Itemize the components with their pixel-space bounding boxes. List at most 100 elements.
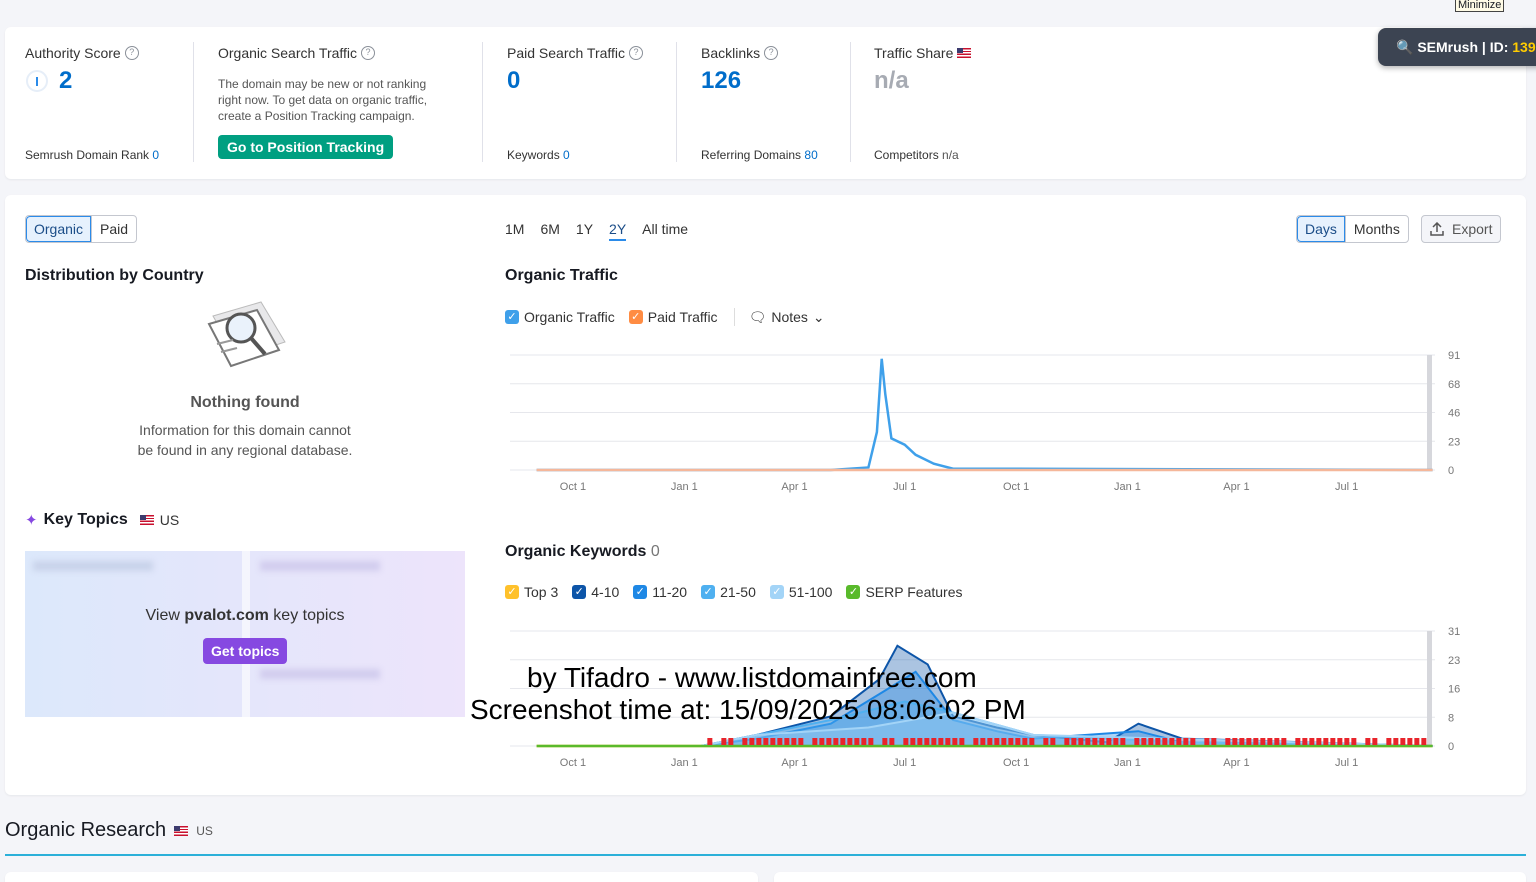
days-toggle[interactable]: Days: [1297, 216, 1345, 242]
serp-marker: [1407, 738, 1413, 745]
paid-traffic-value[interactable]: 0: [507, 67, 521, 94]
serp-marker: [938, 738, 944, 745]
x-tick-label: Jul 1: [1335, 481, 1358, 493]
note-icon: 🗨: [748, 308, 767, 325]
serp-marker: [1043, 738, 1049, 745]
range-all-time[interactable]: All time: [642, 221, 689, 237]
legend-11-20[interactable]: ✓ 11-20: [633, 584, 687, 600]
y-tick-label: 23: [1448, 436, 1460, 448]
semrush-badge[interactable]: 🔍 SEMrush | ID: 139: [1378, 28, 1536, 66]
x-tick-label: Jul 1: [893, 757, 916, 769]
legend-serp-features[interactable]: ✓ SERP Features: [846, 584, 962, 600]
serp-marker: [721, 738, 727, 745]
y-tick-label: 91: [1448, 350, 1460, 362]
serp-marker: [1351, 738, 1357, 745]
serp-marker: [1337, 738, 1343, 745]
serp-marker: [798, 738, 804, 745]
legend-paid-traffic[interactable]: ✓ Paid Traffic: [628, 309, 718, 325]
backlinks-value[interactable]: 126: [701, 67, 742, 94]
serp-marker: [994, 738, 1000, 745]
serp-marker: [1421, 738, 1427, 745]
serp-marker: [1365, 738, 1371, 745]
nothing-found-title: Nothing found: [190, 394, 300, 411]
organic-research-panel-left: [5, 872, 758, 882]
serp-marker: [1064, 738, 1070, 745]
serp-marker: [756, 738, 762, 745]
referring-domains: Referring Domains 80: [701, 148, 818, 162]
serp-marker: [1134, 738, 1140, 745]
organic-paid-toggle: Organic Paid: [25, 215, 138, 243]
organic-traffic-legend: ✓ Organic Traffic ✓ Paid Traffic 🗨 Notes ⌄: [505, 308, 839, 326]
range-6m[interactable]: 6M: [540, 221, 560, 237]
get-topics-button[interactable]: Get topics: [203, 638, 288, 664]
series-4-10: [701, 644, 1433, 747]
export-button[interactable]: Export: [1421, 215, 1502, 243]
serp-marker: [917, 738, 923, 745]
go-to-position-tracking-button[interactable]: Go to Position Tracking: [218, 135, 394, 159]
serp-marker: [1414, 738, 1420, 745]
serp-marker: [1386, 738, 1392, 745]
legend-21-50[interactable]: ✓ 21-50: [701, 584, 756, 600]
range-2y[interactable]: 2Y: [609, 221, 627, 241]
y-tick-label: 0: [1448, 465, 1454, 477]
organic-keywords-chart[interactable]: 31 23 16 8 0 Oct 1 Jan 1 Apr 1 Jul 1 Oct 1 Jan 1 Ap…: [505, 621, 1485, 781]
info-icon[interactable]: ?: [124, 46, 139, 60]
serp-marker: [868, 738, 874, 745]
serp-marker: [784, 738, 790, 745]
serp-marker: [903, 738, 909, 745]
organic-traffic-title: Organic Search Traffic?: [218, 45, 376, 61]
serp-marker: [826, 738, 832, 745]
organic-toggle[interactable]: Organic: [26, 216, 92, 242]
authority-gauge-icon: [26, 70, 48, 92]
key-topics-preview: View pvalot.com key topics Get topics: [25, 551, 465, 717]
serp-marker: [1204, 738, 1210, 745]
serp-marker: [742, 738, 748, 745]
notes-dropdown[interactable]: 🗨 Notes ⌄: [748, 308, 825, 326]
serp-marker: [1309, 738, 1315, 745]
serp-marker: [1071, 738, 1077, 745]
legend-51-100[interactable]: ✓ 51-100: [769, 584, 832, 600]
series-organic-traffic: [536, 358, 1433, 472]
info-icon[interactable]: ?: [629, 46, 644, 60]
serp-marker: [1120, 738, 1126, 745]
serp-marker: [1001, 738, 1007, 745]
x-tick-label: Apr 1: [1223, 757, 1249, 769]
serp-marker: [854, 738, 860, 745]
x-tick-label: Jul 1: [1335, 757, 1358, 769]
paid-keywords: Keywords 0: [507, 148, 570, 162]
serp-marker: [770, 738, 776, 745]
us-flag-icon: [174, 825, 189, 836]
x-tick-label: Jan 1: [671, 757, 698, 769]
serp-marker: [1260, 738, 1266, 745]
range-1y[interactable]: 1Y: [575, 221, 594, 237]
serp-marker: [728, 738, 734, 745]
serp-marker: [1113, 738, 1119, 745]
overview-card: Organic Paid 1M 6M 1Y 2Y All time Days Month…: [5, 195, 1526, 795]
competitors: Competitors n/a: [874, 148, 959, 162]
paid-toggle[interactable]: Paid: [91, 216, 136, 242]
export-icon: [1430, 222, 1444, 236]
organic-traffic-chart[interactable]: 91 68 46 23 0 Oct 1 Jan 1 Apr 1 Jul 1 Oct 1 Jan 1 A…: [505, 345, 1485, 505]
serp-marker: [1211, 738, 1217, 745]
info-icon[interactable]: ?: [764, 46, 779, 60]
date-range-tabs: 1M 6M 1Y 2Y All time: [505, 221, 704, 241]
authority-score-title: Authority Score?: [25, 45, 139, 61]
legend-top-3[interactable]: ✓ Top 3: [505, 584, 558, 600]
distribution-title: Distribution by Country: [25, 267, 204, 284]
range-1m[interactable]: 1M: [505, 221, 525, 237]
domain-rank-value[interactable]: 0: [152, 148, 160, 162]
serp-marker: [840, 738, 846, 745]
serp-marker: [1148, 738, 1154, 745]
sparkle-icon: ✦: [25, 512, 38, 529]
info-icon[interactable]: ?: [361, 46, 376, 60]
serp-marker: [1190, 738, 1196, 745]
x-tick-label: Jul 1: [893, 481, 916, 493]
serp-marker: [1008, 738, 1014, 745]
legend-organic-traffic[interactable]: ✓ Organic Traffic: [505, 309, 615, 325]
x-tick-label: Jan 1: [1114, 481, 1141, 493]
serp-marker: [1078, 738, 1084, 745]
months-toggle[interactable]: Months: [1344, 216, 1408, 242]
serp-marker: [1372, 738, 1378, 745]
legend-4-10[interactable]: ✓ 4-10: [572, 584, 619, 600]
serp-marker: [945, 738, 951, 745]
